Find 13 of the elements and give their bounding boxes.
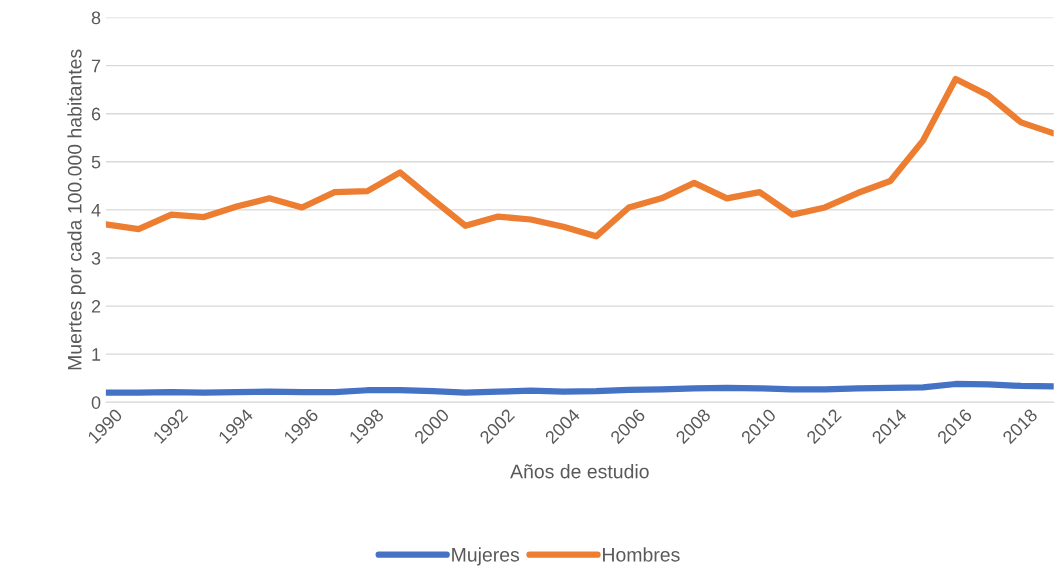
legend-label: Hombres — [603, 547, 680, 562]
y-tick-label: 2 — [91, 300, 101, 313]
y-axis-title: Muertes por cada 100.000 habitantes — [67, 49, 86, 370]
x-axis-title: Años de estudio — [510, 464, 649, 479]
y-tick-label: 1 — [92, 348, 101, 361]
y-tick-label: 7 — [91, 59, 101, 73]
y-tick-label: 0 — [91, 396, 101, 409]
legend-label: Mujeres — [452, 547, 520, 566]
y-tick-label: 5 — [91, 155, 101, 169]
y-tick-label: 3 — [91, 251, 101, 265]
y-tick-label: 4 — [91, 204, 101, 217]
y-tick-label: 8 — [91, 11, 101, 25]
y-tick-label: 6 — [91, 107, 101, 121]
